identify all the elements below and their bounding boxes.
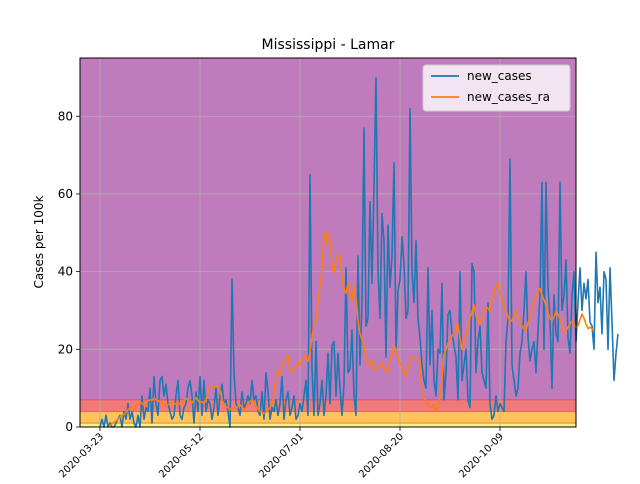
legend-label: new_cases bbox=[467, 69, 532, 83]
band-3 bbox=[80, 58, 576, 400]
y-tick-label: 40 bbox=[58, 265, 73, 279]
series-line-new_cases bbox=[99, 76, 619, 428]
x-tick-label: 2020-07-01 bbox=[257, 431, 306, 480]
x-tick-label: 2020-10-09 bbox=[457, 431, 506, 480]
y-tick-label: 60 bbox=[58, 187, 73, 201]
band-1 bbox=[80, 411, 576, 424]
band-2 bbox=[80, 399, 576, 412]
x-axis-ticks: 2020-03-23 2020-05-12 2020-07-01 2020-08-20… bbox=[57, 427, 506, 480]
axes-frame bbox=[79, 57, 577, 428]
x-tick-label: 2020-08-20 bbox=[357, 431, 406, 480]
x-tick-label: 2020-03-23 bbox=[57, 431, 106, 480]
y-axis-label: Cases per 100k bbox=[32, 195, 46, 288]
band-0 bbox=[80, 423, 576, 427]
y-axis-ticks: 0 20 40 60 80 bbox=[58, 109, 80, 434]
y-tick-label: 20 bbox=[58, 342, 73, 356]
series-lines bbox=[99, 76, 619, 428]
legend: new_cases new_cases_ra bbox=[422, 64, 571, 112]
x-tick-label: 2020-05-12 bbox=[157, 431, 206, 480]
y-tick-label: 80 bbox=[58, 109, 73, 123]
y-tick-label: 0 bbox=[65, 420, 73, 434]
legend-box bbox=[422, 64, 571, 112]
series-line-new_cases_ra bbox=[109, 231, 595, 426]
chart-title: Mississippi - Lamar bbox=[262, 37, 395, 53]
legend-label: new_cases_ra bbox=[467, 90, 550, 104]
risk-bands bbox=[80, 58, 576, 427]
